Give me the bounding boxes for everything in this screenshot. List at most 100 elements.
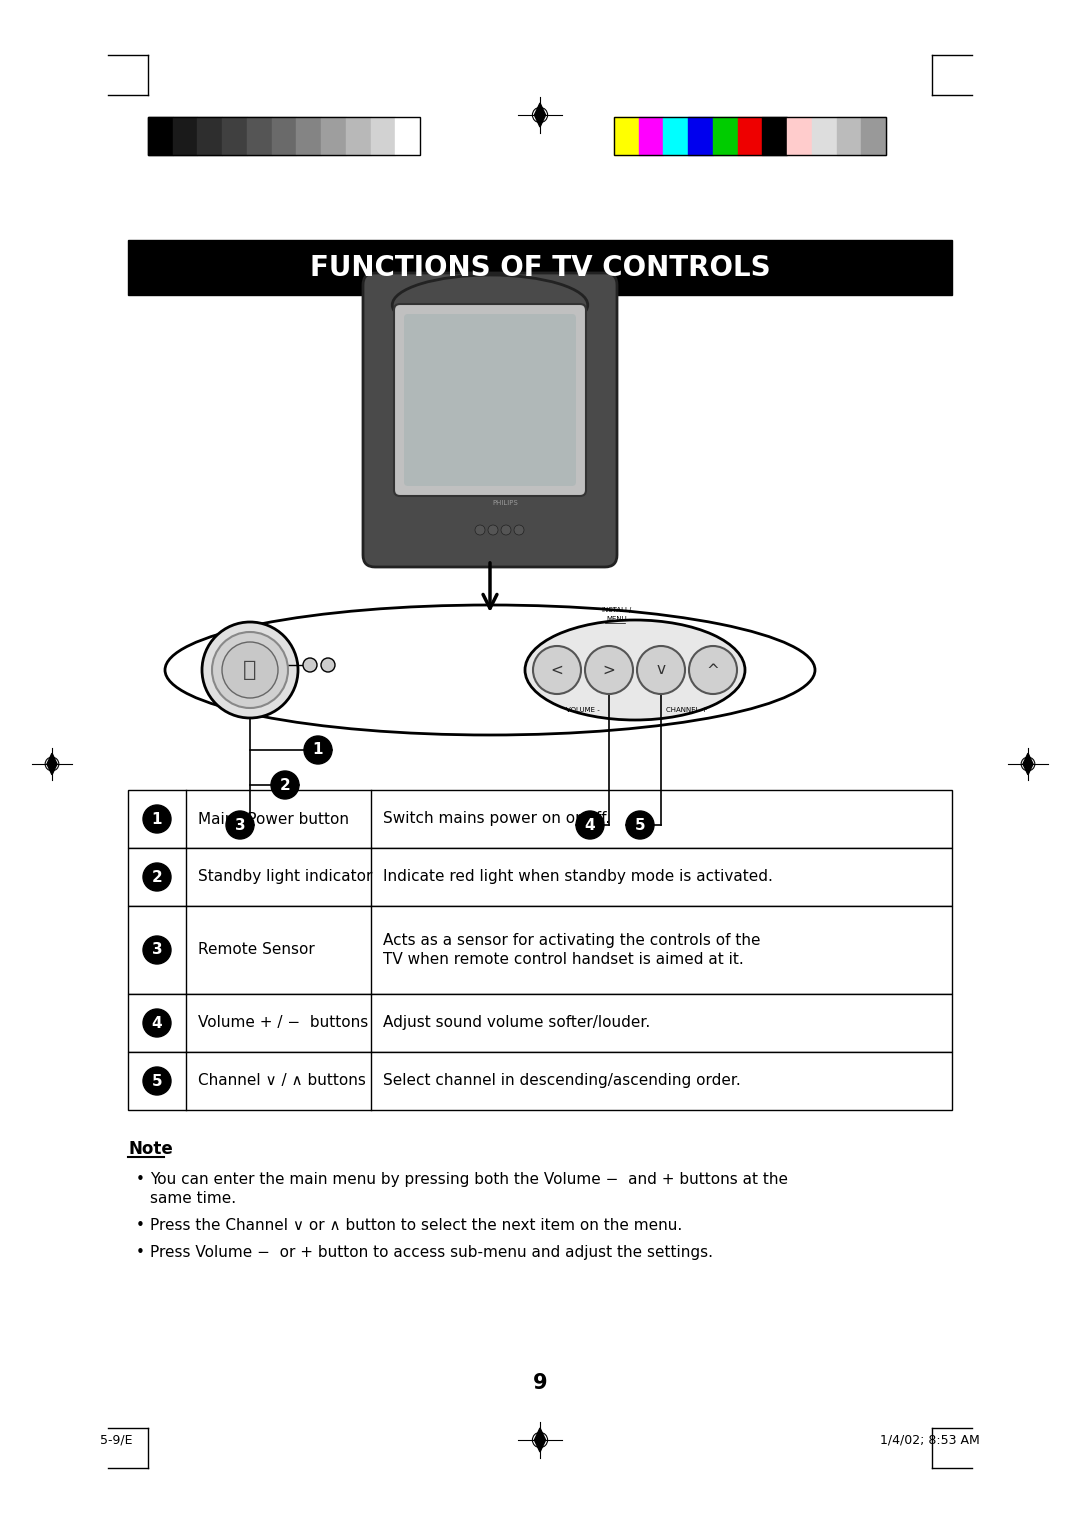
Text: 9: 9 xyxy=(532,1374,548,1394)
FancyBboxPatch shape xyxy=(394,304,586,497)
Text: Press Volume −  or + button to access sub-menu and adjust the settings.: Press Volume − or + button to access sub… xyxy=(150,1245,713,1261)
Text: •: • xyxy=(136,1172,145,1187)
Text: Adjust sound volume softer/louder.: Adjust sound volume softer/louder. xyxy=(383,1016,650,1030)
Text: 1: 1 xyxy=(152,811,162,827)
Text: 5: 5 xyxy=(635,817,646,833)
Bar xyxy=(346,118,370,154)
Circle shape xyxy=(576,811,604,839)
Circle shape xyxy=(212,633,288,707)
Bar xyxy=(129,790,951,848)
Bar xyxy=(615,118,638,154)
Bar xyxy=(148,118,173,154)
Bar xyxy=(837,118,861,154)
Text: 4: 4 xyxy=(584,817,595,833)
Text: ^: ^ xyxy=(706,663,719,677)
Bar xyxy=(247,118,272,154)
Text: MENU: MENU xyxy=(607,616,627,622)
Text: Switch mains power on or off.: Switch mains power on or off. xyxy=(383,811,610,827)
Ellipse shape xyxy=(165,605,815,735)
Polygon shape xyxy=(535,102,545,127)
Text: 2: 2 xyxy=(280,778,291,793)
Text: 1/4/02; 8:53 AM: 1/4/02; 8:53 AM xyxy=(880,1433,980,1447)
Text: FUNCTIONS OF TV CONTROLS: FUNCTIONS OF TV CONTROLS xyxy=(310,254,770,281)
Bar xyxy=(173,118,198,154)
Circle shape xyxy=(222,642,278,698)
Text: Channel ∨ / ∧ buttons: Channel ∨ / ∧ buttons xyxy=(198,1074,366,1088)
Polygon shape xyxy=(1023,753,1034,775)
Circle shape xyxy=(143,863,171,891)
Circle shape xyxy=(534,646,581,694)
Ellipse shape xyxy=(525,620,745,720)
Bar xyxy=(812,118,837,154)
Bar xyxy=(395,118,420,154)
Text: <: < xyxy=(551,663,564,677)
FancyBboxPatch shape xyxy=(363,274,617,567)
Text: Mains Power button: Mains Power button xyxy=(198,811,349,827)
Bar xyxy=(296,118,321,154)
Text: Select channel in descending/ascending order.: Select channel in descending/ascending o… xyxy=(383,1074,741,1088)
Bar xyxy=(129,240,951,295)
Text: Press the Channel ∨ or ∧ button to select the next item on the menu.: Press the Channel ∨ or ∧ button to selec… xyxy=(150,1218,683,1233)
Bar xyxy=(615,118,886,154)
Bar xyxy=(222,118,247,154)
FancyBboxPatch shape xyxy=(404,313,576,486)
Circle shape xyxy=(626,811,654,839)
Text: 1: 1 xyxy=(313,743,323,758)
Circle shape xyxy=(689,646,737,694)
Text: PHILIPS: PHILIPS xyxy=(492,500,518,506)
Bar xyxy=(370,118,395,154)
Circle shape xyxy=(143,1008,171,1038)
Bar xyxy=(688,118,713,154)
Text: Volume + / −  buttons: Volume + / − buttons xyxy=(198,1016,368,1030)
Circle shape xyxy=(303,659,318,672)
Bar xyxy=(272,118,296,154)
Bar xyxy=(129,1051,951,1109)
Text: 5-9/E: 5-9/E xyxy=(100,1433,133,1447)
Circle shape xyxy=(321,659,335,672)
Bar xyxy=(762,118,787,154)
Bar xyxy=(787,118,812,154)
Text: CHANNEL +: CHANNEL + xyxy=(666,707,707,714)
Bar xyxy=(638,118,663,154)
Text: VOLUME -: VOLUME - xyxy=(566,707,599,714)
Text: 9: 9 xyxy=(536,1433,544,1447)
Circle shape xyxy=(475,526,485,535)
Bar xyxy=(129,995,951,1051)
Text: 3: 3 xyxy=(234,817,245,833)
Bar xyxy=(738,118,762,154)
Circle shape xyxy=(514,526,524,535)
Text: 3: 3 xyxy=(151,943,162,958)
Bar xyxy=(321,118,346,154)
Text: You can enter the main menu by pressing both the Volume −  and + buttons at the: You can enter the main menu by pressing … xyxy=(150,1172,788,1187)
Text: TV when remote control handset is aimed at it.: TV when remote control handset is aimed … xyxy=(383,952,744,967)
Circle shape xyxy=(143,1067,171,1096)
Ellipse shape xyxy=(392,275,588,335)
Circle shape xyxy=(303,736,332,764)
Circle shape xyxy=(202,622,298,718)
Circle shape xyxy=(271,772,299,799)
Text: ⏻: ⏻ xyxy=(243,660,257,680)
Polygon shape xyxy=(535,1429,545,1452)
Text: Indicate red light when standby mode is activated.: Indicate red light when standby mode is … xyxy=(383,869,773,885)
Text: Standby light indicator: Standby light indicator xyxy=(198,869,373,885)
Circle shape xyxy=(585,646,633,694)
Text: •: • xyxy=(136,1245,145,1261)
Text: INSTALL/: INSTALL/ xyxy=(602,607,632,613)
Bar xyxy=(198,118,222,154)
Text: 4: 4 xyxy=(151,1016,162,1030)
Text: •: • xyxy=(136,1218,145,1233)
Text: v: v xyxy=(657,663,665,677)
Circle shape xyxy=(501,526,511,535)
Text: 5: 5 xyxy=(151,1074,162,1088)
Bar xyxy=(148,118,420,154)
Bar xyxy=(129,906,951,995)
Circle shape xyxy=(143,805,171,833)
Circle shape xyxy=(226,811,254,839)
Bar xyxy=(861,118,886,154)
Bar xyxy=(713,118,738,154)
Text: Acts as a sensor for activating the controls of the: Acts as a sensor for activating the cont… xyxy=(383,932,760,947)
Bar xyxy=(663,118,688,154)
Text: same time.: same time. xyxy=(150,1190,237,1206)
Circle shape xyxy=(488,526,498,535)
Circle shape xyxy=(143,937,171,964)
